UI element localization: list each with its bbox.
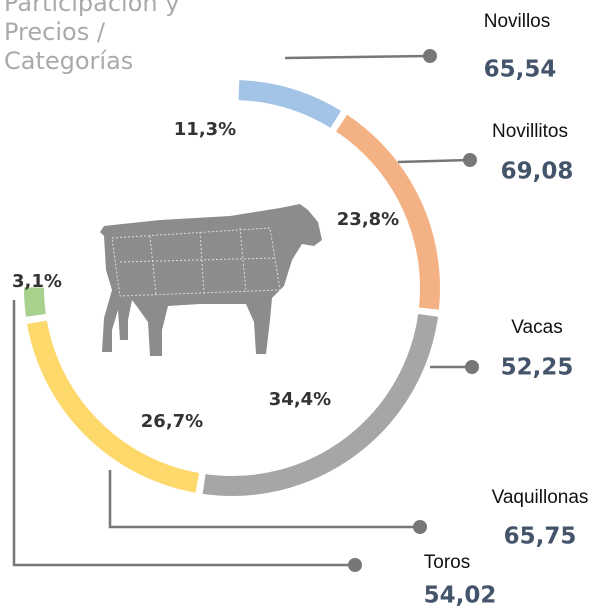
leader-line: [398, 160, 470, 162]
leader-line: [14, 300, 355, 565]
leader-dot: [465, 360, 479, 374]
price-label: 54,02: [424, 583, 497, 609]
percent-label: 34,4%: [269, 389, 331, 410]
cow-icon: [100, 204, 322, 356]
percent-label: 26,7%: [141, 411, 203, 432]
category-label: Novillos: [484, 11, 551, 32]
category-label: Vaquillonas: [492, 487, 589, 508]
price-label: 52,25: [501, 355, 574, 381]
category-label: Toros: [424, 552, 470, 573]
leader-dot: [348, 558, 362, 572]
percent-label: 23,8%: [337, 209, 399, 230]
donut-segment: [37, 322, 197, 483]
category-label: Novillitos: [492, 121, 568, 142]
percent-label: 3,1%: [12, 271, 62, 292]
percent-label: 11,3%: [174, 119, 236, 140]
price-label: 65,75: [504, 524, 577, 550]
price-label: 69,08: [501, 159, 574, 185]
leader-line: [285, 56, 430, 58]
leader-dot: [423, 49, 437, 63]
price-label: 65,54: [484, 57, 557, 83]
category-label: Vacas: [511, 317, 562, 338]
leader-dot: [413, 520, 427, 534]
donut-segment: [239, 90, 336, 119]
leader-dot: [463, 153, 477, 167]
chart: Participación yPrecios /Categorías 11,3%…: [0, 0, 609, 610]
